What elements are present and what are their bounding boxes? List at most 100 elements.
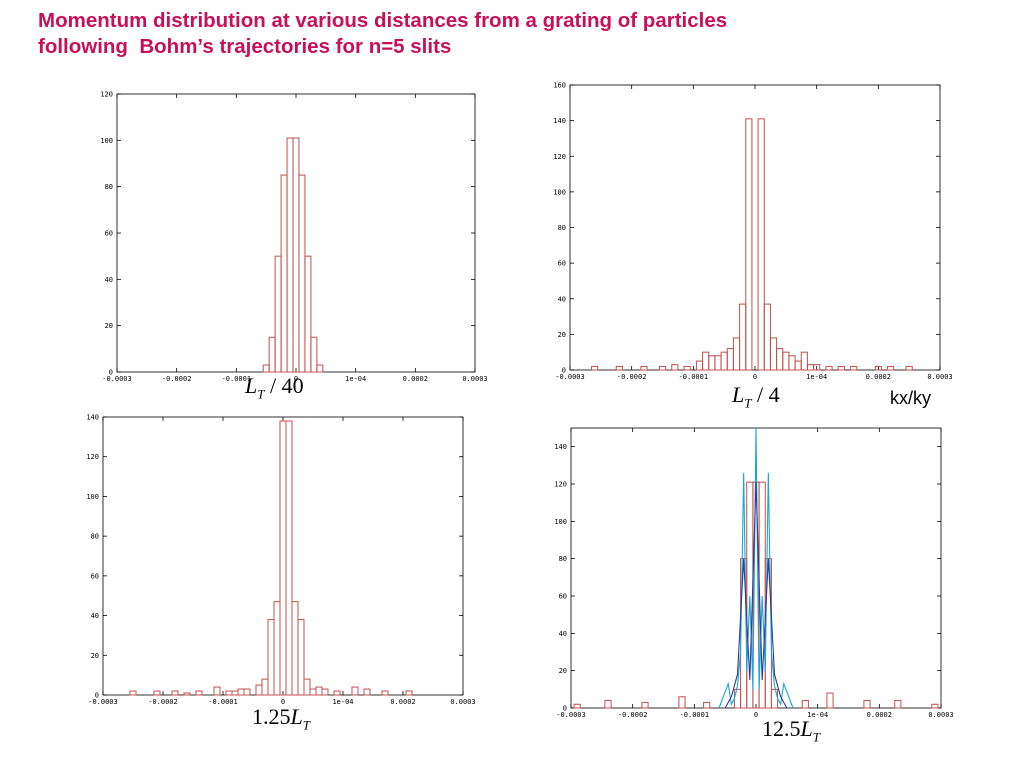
- histogram-bar: [850, 365, 858, 371]
- distance-label-1-var: L: [245, 373, 258, 398]
- histogram-bar: [708, 355, 716, 371]
- histogram-bar: [615, 365, 623, 371]
- histogram-bar: [788, 355, 796, 371]
- histogram-bar: [309, 688, 317, 696]
- y-tick-label: 40: [91, 612, 99, 620]
- histogram-bar: [333, 690, 341, 696]
- histogram-bar: [195, 690, 203, 696]
- x-tick-label: -0.0003: [556, 711, 586, 719]
- y-tick-label: 140: [554, 443, 567, 451]
- histogram-bar: [732, 337, 741, 371]
- x-tick-label: 0.0002: [390, 698, 415, 706]
- distance-label-1-rest: / 40: [264, 373, 304, 398]
- distance-label-2: LT / 4: [732, 382, 780, 411]
- y-tick-label: 80: [559, 555, 567, 563]
- histogram-bar: [237, 688, 245, 696]
- x-tick-label: 1e-04: [806, 373, 827, 381]
- y-tick-label: 60: [105, 230, 113, 238]
- x-tick-label: -0.0002: [617, 373, 647, 381]
- histogram-bar: [298, 174, 306, 373]
- y-tick-label: 80: [91, 533, 99, 541]
- distance-label-4-pre: 12.5: [762, 716, 801, 741]
- page-title-line-1: Momentum distribution at various distanc…: [38, 9, 728, 32]
- y-tick-label: 120: [100, 91, 113, 99]
- y-tick-label: 40: [558, 295, 566, 303]
- distance-label-1: LT / 40: [245, 373, 304, 402]
- histogram-bar: [931, 703, 939, 709]
- histogram-bar: [745, 118, 753, 371]
- histogram-bar: [316, 364, 324, 373]
- plot-frame: [102, 416, 464, 696]
- y-tick-label: 0: [95, 692, 99, 700]
- distance-label-3-var: L: [290, 704, 303, 729]
- histogram-bar: [733, 688, 742, 709]
- histogram-bar: [273, 601, 281, 696]
- histogram-bar: [776, 348, 784, 371]
- histogram-bar: [231, 690, 239, 696]
- x-tick-label: -0.0001: [680, 711, 710, 719]
- histogram-bar: [321, 688, 329, 696]
- histogram-bar: [267, 619, 275, 696]
- distance-label-2-rest: / 4: [751, 382, 780, 407]
- x-tick-label: -0.0002: [148, 698, 178, 706]
- y-tick-label: 40: [105, 276, 113, 284]
- distance-label-4-var: L: [800, 716, 813, 741]
- histogram-bar: [678, 696, 686, 709]
- x-tick-label: -0.0003: [102, 375, 132, 383]
- histogram-bar: [243, 688, 251, 696]
- histogram-bar: [274, 255, 282, 373]
- histogram-bar: [757, 118, 765, 371]
- histogram-bar: [225, 690, 233, 696]
- histogram-bar: [304, 255, 312, 373]
- y-tick-label: 80: [105, 183, 113, 191]
- distance-label-2-var: L: [732, 382, 745, 407]
- histogram-bar: [153, 690, 161, 696]
- histogram-bar: [806, 364, 815, 371]
- x-tick-label: 1e-04: [807, 711, 828, 719]
- histogram-bar: [763, 303, 771, 371]
- y-tick-label: 20: [559, 667, 567, 675]
- page-title: Momentum distribution at various distanc…: [38, 8, 998, 60]
- histogram-bar: [874, 365, 882, 371]
- histogram-bar: [604, 700, 612, 709]
- histogram-bar: [769, 337, 778, 371]
- histogram-bar: [297, 619, 305, 696]
- y-tick-label: 100: [554, 518, 567, 526]
- histogram-bar: [279, 420, 287, 696]
- histogram-bar: [315, 686, 323, 696]
- y-tick-label: 60: [91, 572, 99, 580]
- x-tick-label: 0: [294, 375, 298, 383]
- x-tick-label: -0.0003: [88, 698, 118, 706]
- histogram-bar: [591, 365, 599, 371]
- x-tick-label: -0.0002: [162, 375, 192, 383]
- x-tick-label: 0.0003: [928, 711, 953, 719]
- histogram-bar: [813, 364, 821, 371]
- histogram-bar: [640, 365, 648, 371]
- plot-frame: [569, 84, 941, 371]
- histogram-bar: [671, 364, 679, 371]
- y-tick-label: 20: [105, 322, 113, 330]
- histogram-bar: [351, 686, 359, 696]
- histogram-bar: [405, 690, 413, 696]
- histogram-bar: [286, 137, 294, 373]
- y-tick-label: 140: [86, 414, 99, 422]
- y-tick-label: 140: [553, 117, 566, 125]
- histogram-bar: [794, 360, 802, 371]
- plot-frame: [116, 93, 476, 373]
- y-tick-label: 20: [91, 652, 99, 660]
- histogram-bar: [641, 701, 649, 709]
- x-tick-label: 0.0002: [866, 373, 891, 381]
- x-tick-label: -0.0001: [679, 373, 709, 381]
- series-line-cyan: [718, 427, 794, 709]
- y-tick-label: 120: [553, 153, 566, 161]
- distance-label-3: 1.25LT: [252, 704, 310, 733]
- distance-label-4-sub: T: [812, 729, 820, 745]
- histogram-bar: [255, 684, 263, 696]
- histogram-bar: [800, 351, 808, 371]
- histogram-bar: [826, 692, 834, 709]
- histogram-bar: [291, 601, 299, 696]
- x-tick-label: 0: [753, 373, 757, 381]
- y-tick-label: 0: [562, 367, 566, 375]
- x-tick-label: 1e-04: [345, 375, 366, 383]
- histogram-bar: [726, 348, 734, 371]
